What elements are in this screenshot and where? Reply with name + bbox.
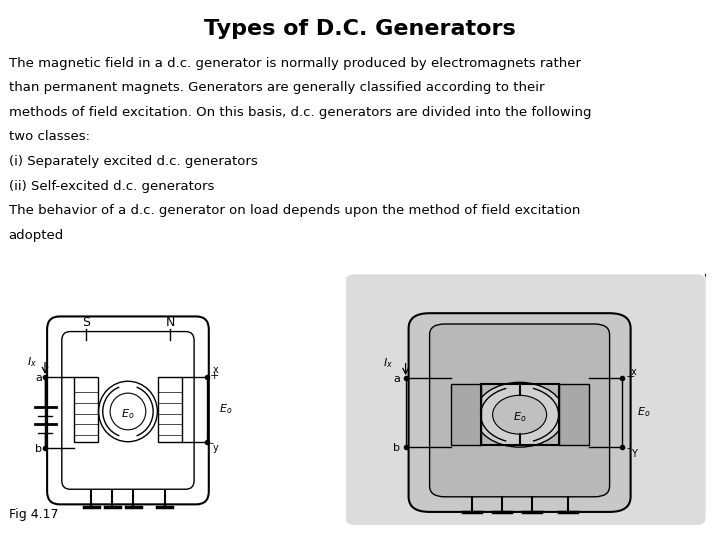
Text: $E_o$: $E_o$ (220, 402, 233, 416)
Text: +: + (626, 372, 636, 382)
Text: -: - (210, 438, 214, 448)
Bar (74, 377, 97, 442)
Text: S: S (82, 316, 90, 329)
Text: -: - (626, 443, 630, 453)
Text: methods of field excitation. On this basis, d.c. generators are divided into the: methods of field excitation. On this bas… (9, 106, 591, 119)
Text: Fig 4.17: Fig 4.17 (9, 508, 58, 521)
Bar (559, 384, 589, 445)
Text: b: b (393, 443, 400, 453)
Text: (ii) Self-excited d.c. generators: (ii) Self-excited d.c. generators (9, 179, 214, 193)
Text: adopted: adopted (9, 229, 64, 242)
Text: Types of D.C. Generators: Types of D.C. Generators (204, 19, 516, 39)
Text: N: N (166, 316, 175, 329)
Text: (i) Separately excited d.c. generators: (i) Separately excited d.c. generators (9, 155, 257, 168)
Text: Y: Y (631, 449, 636, 458)
Text: The behavior of a d.c. generator on load depends upon the method of field excita: The behavior of a d.c. generator on load… (9, 204, 580, 217)
Text: x: x (213, 366, 219, 375)
Text: $I_x$: $I_x$ (27, 355, 37, 369)
Text: +: + (210, 371, 219, 381)
Text: The magnetic field in a d.c. generator is normally produced by electromagnets ra: The magnetic field in a d.c. generator i… (9, 57, 580, 70)
Bar (158, 377, 181, 442)
Text: y: y (213, 443, 219, 453)
Text: a: a (35, 373, 42, 383)
Bar (451, 384, 481, 445)
Text: $I_x$: $I_x$ (382, 356, 392, 370)
FancyBboxPatch shape (430, 324, 610, 497)
Text: $E_o$: $E_o$ (636, 406, 650, 420)
Text: b: b (35, 444, 42, 454)
Text: $E_o$: $E_o$ (121, 407, 135, 421)
Text: x: x (631, 367, 636, 376)
Circle shape (474, 382, 564, 447)
Text: than permanent magnets. Generators are generally classified according to their: than permanent magnets. Generators are g… (9, 81, 544, 94)
Circle shape (492, 395, 546, 434)
Text: $E_o$: $E_o$ (513, 410, 526, 424)
Text: two classes:: two classes: (9, 131, 89, 144)
FancyBboxPatch shape (346, 274, 706, 525)
FancyBboxPatch shape (409, 313, 631, 512)
Text: a: a (393, 374, 400, 384)
